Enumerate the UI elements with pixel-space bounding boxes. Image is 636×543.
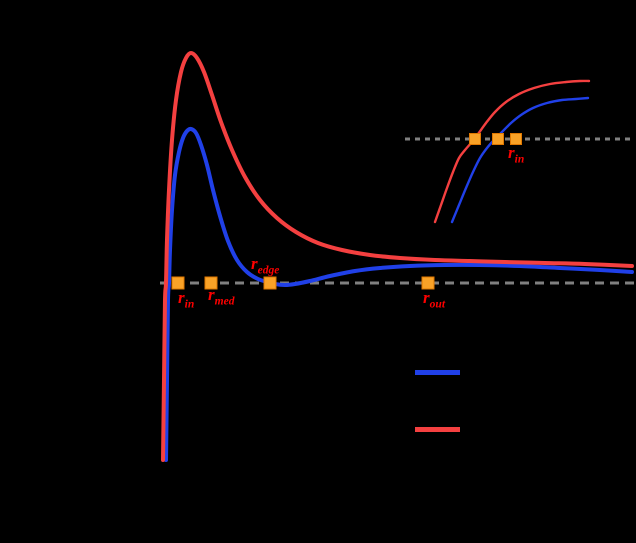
inset-r-in-subscript: in xyxy=(514,152,525,166)
r-med-symbol: r xyxy=(208,285,215,304)
marker-r_edge[interactable] xyxy=(263,276,277,290)
inset-red-curve xyxy=(433,79,591,224)
r-in-symbol: r xyxy=(178,288,185,307)
main-markers-group xyxy=(171,276,435,290)
red-curve xyxy=(161,51,634,462)
inset-blue-curve xyxy=(450,96,590,224)
inset-markers-group xyxy=(469,133,522,145)
inset-r-in-symbol: r xyxy=(508,143,515,162)
legend-entry-red[interactable] xyxy=(415,427,469,432)
legend-swatch-red xyxy=(415,427,460,432)
inset-marker-red-crossing[interactable] xyxy=(469,133,481,145)
marker-r_med[interactable] xyxy=(204,276,218,290)
r-med-subscript: med xyxy=(214,294,235,308)
main-series-group xyxy=(161,51,634,462)
legend-swatch-blue xyxy=(415,370,460,375)
inset-marker-r_in[interactable] xyxy=(510,133,522,145)
r-edge-subscript: edge xyxy=(257,263,280,277)
marker-label-r-out: rout xyxy=(423,289,445,310)
r-out-subscript: out xyxy=(429,297,446,311)
blue-curve xyxy=(164,126,634,462)
inset-series-group xyxy=(433,79,591,224)
legend-entry-blue[interactable] xyxy=(415,370,469,375)
r-out-symbol: r xyxy=(423,288,430,307)
marker-label-r-med: rmed xyxy=(208,286,235,307)
marker-label-r-edge: redge xyxy=(251,255,279,276)
marker-label-r-in: rin xyxy=(178,289,194,310)
r-in-subscript: in xyxy=(184,297,195,311)
r-edge-symbol: r xyxy=(251,254,258,273)
marker-r_in[interactable] xyxy=(171,276,185,290)
inset-marker-label-r-in: rin xyxy=(508,144,524,165)
marker-r_out[interactable] xyxy=(421,276,435,290)
inset-marker-center[interactable] xyxy=(492,133,504,145)
